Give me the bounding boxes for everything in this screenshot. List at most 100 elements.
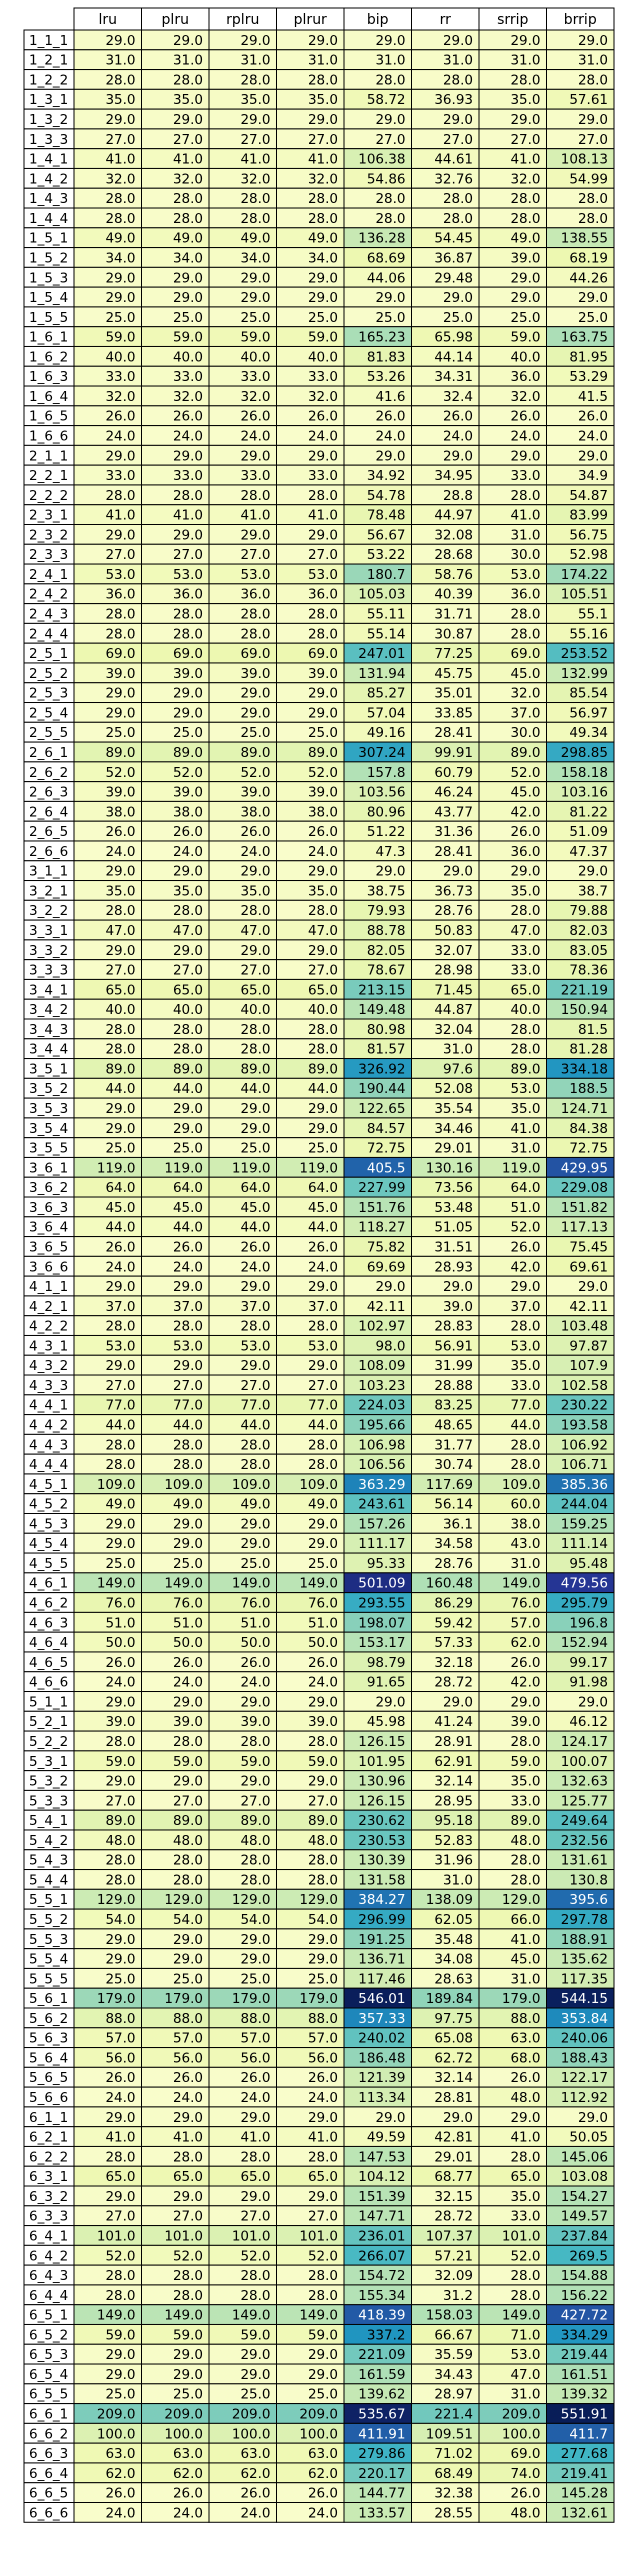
cell-value: 29.0 xyxy=(510,270,540,286)
cell-value: 29.0 xyxy=(443,290,473,306)
cell-value: 38.0 xyxy=(240,804,270,820)
cell-value: 32.0 xyxy=(510,171,540,187)
cell-value: 50.83 xyxy=(434,923,473,939)
cell-value: 33.0 xyxy=(308,369,338,385)
row-label: 3_2_1 xyxy=(29,883,68,899)
row-label: 6_3_3 xyxy=(29,2209,68,2225)
cell-value: 44.0 xyxy=(173,1417,203,1433)
cell-value: 24.0 xyxy=(173,428,203,444)
cell-value: 51.05 xyxy=(434,1220,473,1236)
cell-value: 25.0 xyxy=(105,2387,135,2403)
cell-value: 136.71 xyxy=(358,1952,405,1968)
cell-value: 71.45 xyxy=(434,982,473,998)
cell-value: 29.0 xyxy=(443,1279,473,1295)
cell-value: 28.76 xyxy=(434,1556,473,1572)
cell-value: 103.48 xyxy=(561,1319,608,1335)
cell-value: 429.95 xyxy=(561,1160,608,1176)
row-label: 6_6_5 xyxy=(29,2486,68,2502)
cell-value: 35.0 xyxy=(173,883,203,899)
cell-value: 149.57 xyxy=(561,2209,608,2225)
cell-value: 35.0 xyxy=(240,883,270,899)
cell-value: 69.0 xyxy=(308,646,338,662)
row-label: 1_2_1 xyxy=(29,53,68,69)
row-label: 2_5_3 xyxy=(29,686,68,702)
cell-value: 28.0 xyxy=(240,211,270,227)
cell-value: 29.0 xyxy=(308,527,338,543)
cell-value: 29.0 xyxy=(308,1279,338,1295)
cell-value: 53.48 xyxy=(434,1200,473,1216)
cell-value: 29.0 xyxy=(173,2110,203,2126)
cell-value: 28.0 xyxy=(105,1042,135,1058)
cell-value: 31.0 xyxy=(510,1556,540,1572)
row-label: 2_3_3 xyxy=(29,547,68,563)
cell-value: 59.0 xyxy=(240,1754,270,1770)
cell-value: 109.51 xyxy=(426,2426,473,2442)
cell-value: 189.84 xyxy=(426,1991,473,2007)
cell-value: 25.0 xyxy=(105,310,135,326)
column-header-rplru: rplru xyxy=(226,12,259,28)
cell-value: 277.68 xyxy=(561,2446,608,2462)
cell-value: 52.0 xyxy=(308,765,338,781)
cell-value: 29.0 xyxy=(173,527,203,543)
cell-value: 65.98 xyxy=(434,330,473,346)
cell-value: 29.0 xyxy=(173,1952,203,1968)
cell-value: 36.0 xyxy=(240,587,270,603)
cell-value: 29.0 xyxy=(240,2189,270,2205)
cell-value: 28.95 xyxy=(434,1793,473,1809)
cell-value: 138.09 xyxy=(426,1892,473,1908)
cell-value: 28.0 xyxy=(105,1319,135,1335)
cell-value: 65.0 xyxy=(105,2169,135,2185)
cell-value: 47.0 xyxy=(510,2367,540,2383)
cell-value: 29.0 xyxy=(173,1694,203,1710)
cell-value: 29.0 xyxy=(240,705,270,721)
row-label: 3_5_2 xyxy=(29,1081,68,1097)
cell-value: 41.0 xyxy=(240,2130,270,2146)
cell-value: 45.0 xyxy=(240,1200,270,1216)
cell-value: 193.58 xyxy=(561,1417,608,1433)
cell-value: 26.0 xyxy=(173,2070,203,2086)
cell-value: 28.0 xyxy=(105,903,135,919)
cell-value: 39.0 xyxy=(173,1714,203,1730)
cell-value: 28.0 xyxy=(510,1457,540,1473)
cell-value: 54.78 xyxy=(367,488,406,504)
cell-value: 220.17 xyxy=(358,2466,405,2482)
cell-value: 31.2 xyxy=(443,2288,473,2304)
cell-value: 25.0 xyxy=(173,1141,203,1157)
cell-value: 27.0 xyxy=(240,963,270,979)
cell-value: 28.0 xyxy=(173,488,203,504)
cell-value: 230.62 xyxy=(358,1813,405,1829)
cell-value: 89.0 xyxy=(308,1061,338,1077)
cell-value: 86.29 xyxy=(434,1596,473,1612)
cell-value: 39.0 xyxy=(240,1714,270,1730)
cell-value: 29.0 xyxy=(510,33,540,49)
cell-value: 34.95 xyxy=(434,468,473,484)
cell-value: 28.0 xyxy=(173,607,203,623)
cell-value: 28.0 xyxy=(105,626,135,642)
cell-value: 27.0 xyxy=(443,132,473,148)
cell-value: 24.0 xyxy=(173,844,203,860)
cell-value: 108.09 xyxy=(358,1358,405,1374)
cell-value: 30.0 xyxy=(510,547,540,563)
cell-value: 32.0 xyxy=(308,171,338,187)
cell-value: 24.0 xyxy=(105,844,135,860)
cell-value: 28.0 xyxy=(173,1022,203,1038)
cell-value: 48.0 xyxy=(173,1833,203,1849)
cell-value: 29.0 xyxy=(510,1279,540,1295)
cell-value: 34.0 xyxy=(308,250,338,266)
cell-value: 28.0 xyxy=(173,2149,203,2165)
cell-value: 29.0 xyxy=(240,1952,270,1968)
cell-value: 44.0 xyxy=(240,1220,270,1236)
cell-value: 53.26 xyxy=(367,369,406,385)
cell-value: 48.0 xyxy=(105,1833,135,1849)
cell-value: 31.96 xyxy=(434,1853,473,1869)
cell-value: 28.0 xyxy=(240,1022,270,1038)
cell-value: 57.0 xyxy=(308,2031,338,2047)
cell-value: 29.0 xyxy=(105,33,135,49)
cell-value: 95.33 xyxy=(367,1556,406,1572)
cell-value: 57.0 xyxy=(510,1615,540,1631)
row-label: 1_3_1 xyxy=(29,92,68,108)
cell-value: 69.0 xyxy=(240,646,270,662)
cell-value: 39.0 xyxy=(105,666,135,682)
cell-value: 84.38 xyxy=(569,1121,608,1137)
cell-value: 240.02 xyxy=(358,2031,405,2047)
